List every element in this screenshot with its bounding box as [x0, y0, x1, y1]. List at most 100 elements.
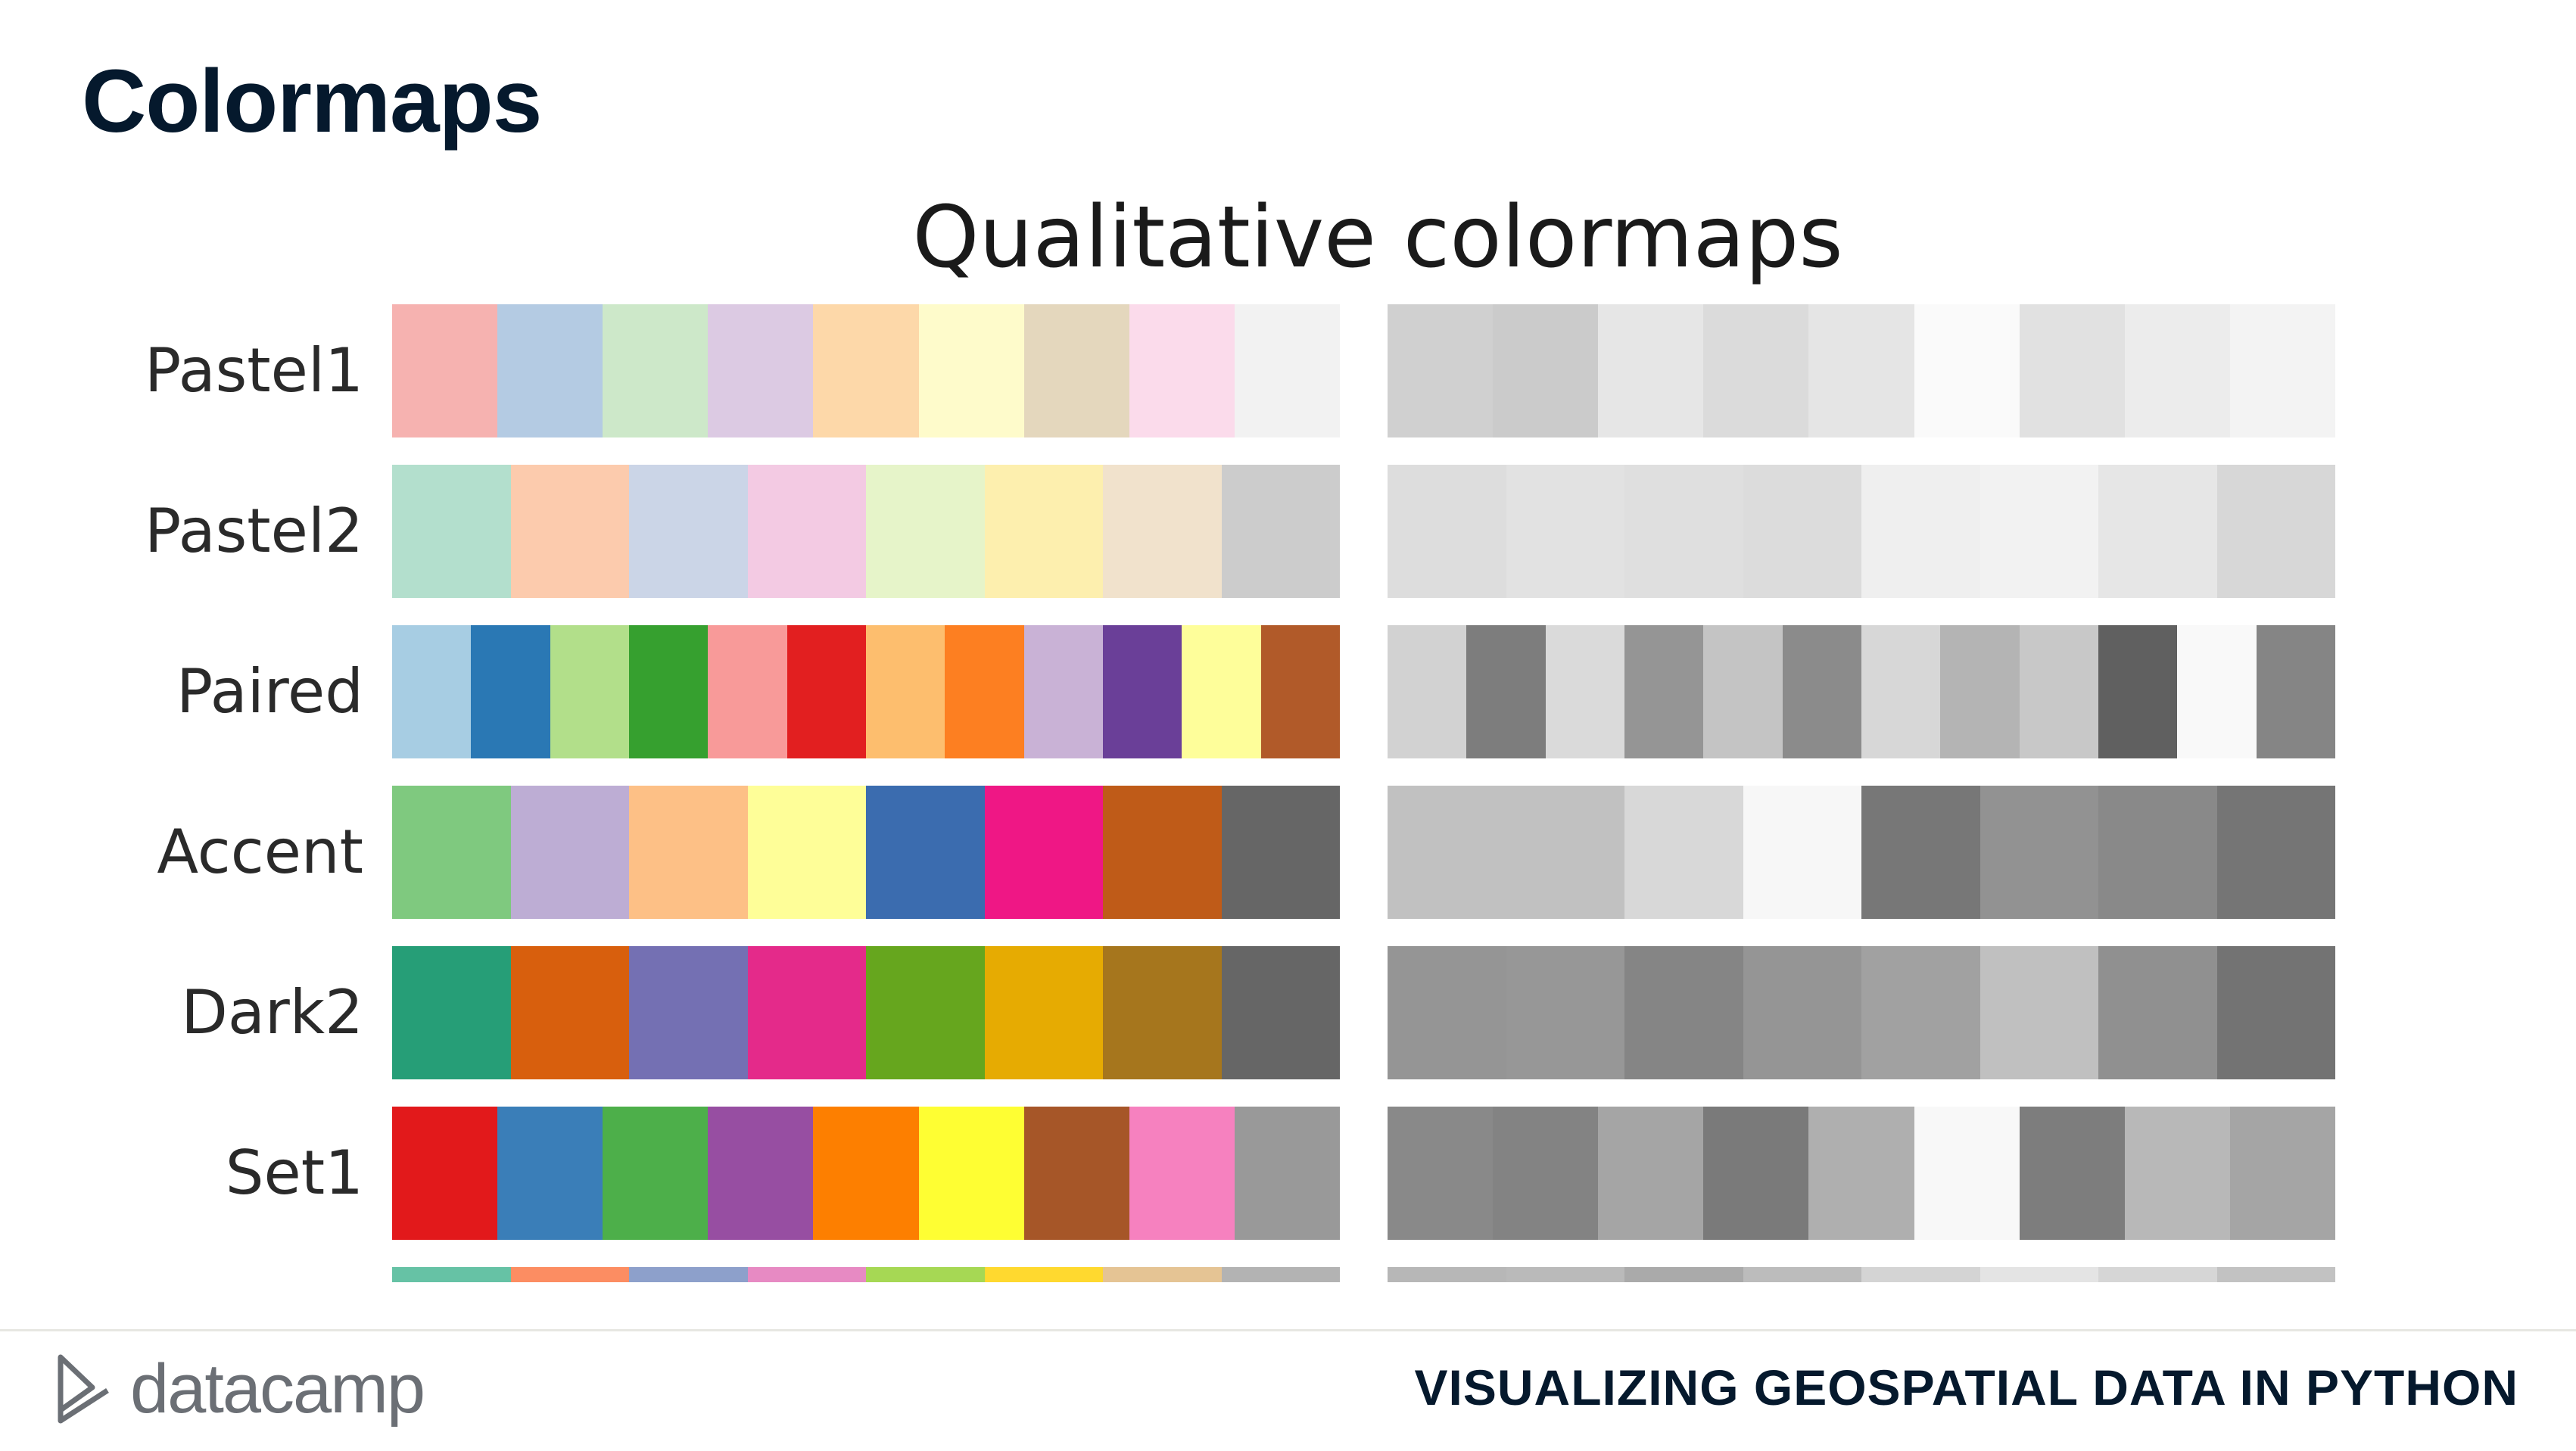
colormap-label: Pastel1	[144, 335, 363, 406]
swatch	[497, 304, 603, 437]
swatch	[1980, 1267, 2098, 1282]
swatch	[510, 1267, 629, 1282]
swatch	[1129, 1107, 1235, 1240]
swatch	[984, 786, 1103, 919]
swatch	[1388, 786, 1506, 919]
swatch	[2229, 304, 2335, 437]
swatch	[1624, 946, 1743, 1079]
swatch	[629, 786, 748, 919]
swatch	[1234, 1107, 1340, 1240]
swatch	[2098, 786, 2217, 919]
swatch	[1980, 946, 2098, 1079]
swatch	[1624, 1267, 1743, 1282]
swatch	[1703, 304, 1809, 437]
swatch	[984, 946, 1103, 1079]
swatch	[813, 304, 919, 437]
swatch	[392, 1267, 511, 1282]
swatch	[510, 946, 629, 1079]
swatch	[1861, 786, 1980, 919]
swatch	[603, 1107, 709, 1240]
swatch	[866, 946, 985, 1079]
swatch	[866, 465, 985, 598]
swatch	[1506, 946, 1624, 1079]
swatch	[392, 304, 498, 437]
logo-text: datacamp	[130, 1350, 425, 1428]
swatch	[2098, 1267, 2217, 1282]
swatch	[1103, 786, 1222, 919]
swatch	[1493, 304, 1599, 437]
swatch	[1545, 625, 1624, 758]
swatch	[629, 465, 748, 598]
swatch	[1506, 465, 1624, 598]
swatch	[866, 1267, 985, 1282]
swatch	[1221, 946, 1340, 1079]
accent-color-bar	[392, 786, 1340, 919]
swatch	[1980, 786, 2098, 919]
swatch	[1506, 1267, 1624, 1282]
swatch	[787, 625, 866, 758]
swatch	[2098, 946, 2217, 1079]
swatch	[708, 304, 814, 437]
swatch	[392, 786, 511, 919]
swatch	[1103, 946, 1222, 1079]
swatch	[1743, 786, 1861, 919]
swatch	[1388, 625, 1467, 758]
swatch	[813, 1107, 919, 1240]
swatch	[1129, 304, 1235, 437]
swatch	[708, 625, 787, 758]
swatch	[1980, 465, 2098, 598]
swatch	[1808, 304, 1914, 437]
colormap-label: Accent	[157, 817, 363, 887]
swatch	[1388, 1107, 1494, 1240]
swatch	[865, 625, 945, 758]
swatch	[2216, 465, 2335, 598]
swatch	[1703, 1107, 1809, 1240]
swatch	[866, 786, 985, 919]
datacamp-logo: datacamp	[53, 1347, 425, 1431]
swatch	[1493, 1107, 1599, 1240]
swatch	[1221, 465, 1340, 598]
swatch	[550, 625, 629, 758]
slide-title: Colormaps	[82, 51, 542, 151]
swatch	[918, 304, 1024, 437]
swatch	[2256, 625, 2335, 758]
swatch	[1624, 465, 1743, 598]
swatch	[1703, 625, 1783, 758]
swatch	[510, 786, 629, 919]
figure-title: Qualitative colormaps	[912, 188, 1843, 287]
swatch	[1234, 304, 1340, 437]
swatch	[392, 625, 472, 758]
swatch	[1743, 946, 1861, 1079]
partial-row-grayscale-bar	[1388, 1267, 2335, 1282]
course-title: VISUALIZING GEOSPATIAL DATA IN PYTHON	[1414, 1359, 2518, 1415]
paired-grayscale-bar	[1388, 625, 2335, 758]
pastel2-color-bar	[392, 465, 1340, 598]
swatch	[2019, 304, 2125, 437]
swatch	[747, 946, 866, 1079]
swatch	[1466, 625, 1546, 758]
colormap-label: Pastel2	[144, 496, 363, 566]
swatch	[1388, 1267, 1506, 1282]
swatch	[1023, 625, 1103, 758]
swatch	[2124, 1107, 2230, 1240]
swatch	[1598, 304, 1704, 437]
swatch	[1388, 946, 1506, 1079]
swatch	[2216, 1267, 2335, 1282]
swatch	[2098, 465, 2217, 598]
swatch	[2019, 1107, 2125, 1240]
paired-color-bar	[392, 625, 1340, 758]
swatch	[1861, 946, 1980, 1079]
swatch	[1743, 465, 1861, 598]
swatch	[1914, 304, 2020, 437]
swatch	[747, 786, 866, 919]
swatch	[1861, 1267, 1980, 1282]
footer-divider	[0, 1329, 2576, 1331]
swatch	[1914, 1107, 2020, 1240]
partial-row-color-bar	[392, 1267, 1340, 1282]
swatch	[984, 465, 1103, 598]
swatch	[497, 1107, 603, 1240]
pastel2-grayscale-bar	[1388, 465, 2335, 598]
swatch	[628, 625, 709, 758]
accent-grayscale-bar	[1388, 786, 2335, 919]
swatch	[629, 1267, 748, 1282]
